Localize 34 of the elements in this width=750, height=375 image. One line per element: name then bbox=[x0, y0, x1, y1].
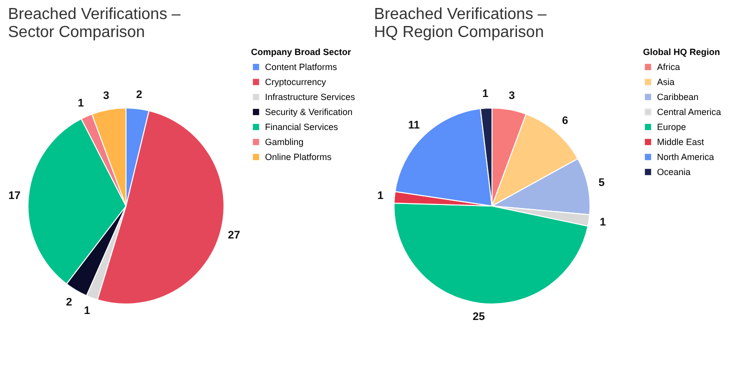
legend-label: Online Platforms bbox=[265, 152, 332, 162]
data-label: 1 bbox=[84, 304, 90, 317]
data-label: 1 bbox=[78, 98, 84, 110]
legend-label: Africa bbox=[657, 62, 680, 72]
legend-title: Company Broad Sector bbox=[251, 47, 352, 57]
legend-label: Gambling bbox=[265, 137, 304, 147]
legend-title: Global HQ Region bbox=[643, 47, 720, 57]
legend-label: Middle East bbox=[657, 137, 705, 147]
data-label: 5 bbox=[598, 176, 605, 189]
data-label: 25 bbox=[472, 311, 485, 324]
chart-title: Breached Verifications – HQ Region Comparison bbox=[374, 6, 547, 41]
data-label: 1 bbox=[482, 88, 488, 100]
data-label: 27 bbox=[228, 230, 240, 242]
data-label: 1 bbox=[600, 216, 606, 229]
legend-label: Financial Services bbox=[265, 122, 339, 132]
data-label: 1 bbox=[377, 190, 384, 202]
legend-label: Cryptocurrency bbox=[265, 77, 327, 87]
legend-label: Content Platforms bbox=[265, 62, 338, 72]
legend-label: Central America bbox=[657, 107, 722, 117]
legend-label: Security & Verification bbox=[265, 107, 353, 117]
data-label: 3 bbox=[508, 90, 515, 102]
legend-label: Infrastructure Services bbox=[265, 92, 356, 102]
chart-title: Breached Verifications – Sector Comparison bbox=[8, 6, 181, 41]
legend-label: North America bbox=[657, 152, 714, 162]
data-label: 3 bbox=[103, 90, 110, 102]
legend-label: Asia bbox=[657, 77, 675, 87]
legend-label: Oceania bbox=[657, 167, 691, 177]
data-label: 2 bbox=[136, 88, 142, 101]
data-label: 2 bbox=[66, 296, 72, 308]
data-label: 11 bbox=[408, 120, 420, 132]
data-label: 6 bbox=[562, 115, 568, 128]
legend-label: Europe bbox=[657, 122, 686, 132]
data-label: 17 bbox=[8, 190, 21, 202]
legend-label: Caribbean bbox=[657, 92, 699, 102]
